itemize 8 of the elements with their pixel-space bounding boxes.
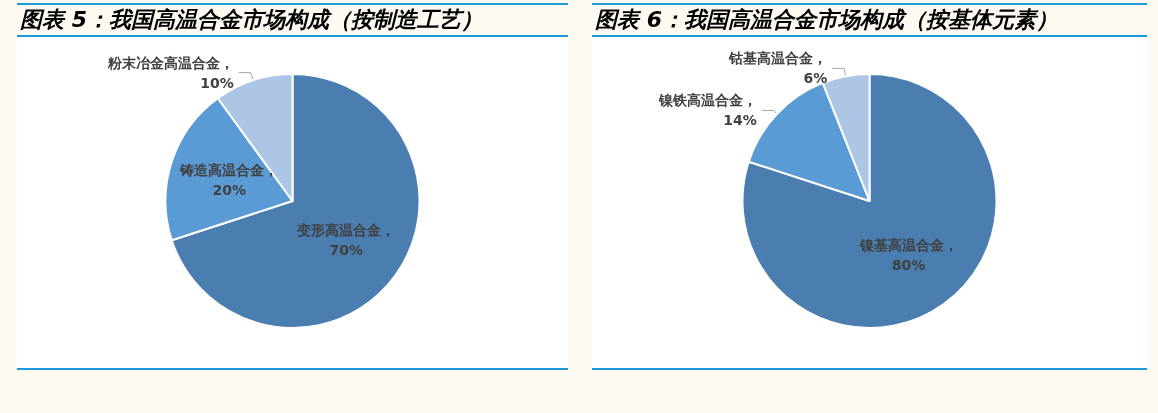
chart-title: 图表 6：我国高温合金市场构成（按基体元素）	[594, 6, 1059, 34]
slice-label: 铸造高温合金，20%	[179, 162, 279, 199]
slice-label: 钴基高温合金，6%	[728, 50, 828, 87]
slice-label: 镍基高温合金，80%	[858, 236, 958, 273]
slice-label: 粉末冶金高温合金，10%	[106, 54, 234, 91]
slice-label: 变形高温合金，70%	[296, 222, 396, 259]
chart-title: 图表 5：我国高温合金市场构成（按制造工艺）	[19, 6, 484, 34]
slice-label: 镍铁高温合金，14%	[657, 92, 757, 129]
